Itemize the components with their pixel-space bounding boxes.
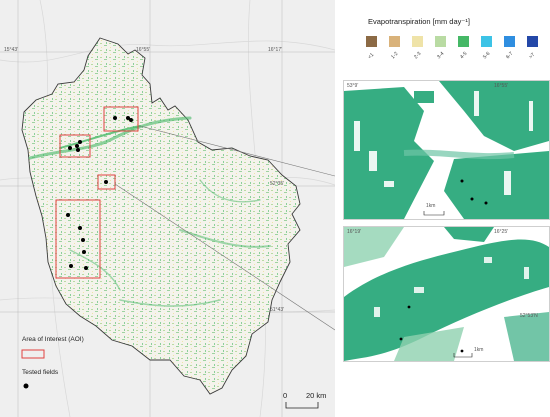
legend-swatch-label: 6-7 — [505, 50, 515, 61]
legend-swatch — [389, 36, 400, 47]
legend-swatch-label: <1 — [367, 51, 376, 61]
coord-label: 51°43' — [270, 307, 285, 313]
aoi-legend-label: Area of Interest (AOI) — [22, 336, 84, 343]
coord-label: 16°19' — [347, 229, 362, 235]
inset-scale-label: 1km — [426, 203, 436, 209]
legend-swatch-label: 2-3 — [413, 50, 423, 61]
tested-field-points — [66, 116, 133, 270]
tested-field-points — [460, 179, 488, 205]
vegetation-patches — [344, 227, 549, 361]
coord-label: 16°17' — [268, 47, 283, 53]
scale-bar — [453, 353, 473, 358]
tested-field-points — [399, 305, 464, 353]
scale-bar — [285, 402, 319, 409]
inset-map-top[interactable]: 53°9' 16°55' 1km — [343, 80, 550, 220]
legend-swatch-label: >7 — [528, 51, 537, 61]
field-gaps — [354, 91, 533, 195]
coord-label: 52°35' — [270, 181, 285, 187]
legend-swatch — [527, 36, 538, 47]
tested-fields-legend-symbol — [23, 383, 29, 389]
coord-label: 16°55' — [136, 47, 151, 53]
light-patches — [344, 227, 464, 361]
map-canvas — [0, 0, 335, 417]
legend-swatch — [366, 36, 377, 47]
coord-label: 53°9' — [347, 83, 359, 89]
coord-label: 52°53'N — [520, 313, 538, 319]
inset-connectors — [114, 125, 335, 331]
legend-swatch-label: 3-4 — [436, 50, 446, 61]
legend-title: Evapotranspiration [mm day⁻¹] — [368, 17, 470, 26]
scale-start-label: 0 — [283, 391, 288, 400]
inset-top-canvas — [344, 81, 549, 219]
coord-label: 16°25' — [494, 229, 509, 235]
coord-label: 15°43' — [4, 47, 19, 53]
river-corridor — [403, 149, 515, 160]
legend-swatch-label: 4-5 — [459, 50, 469, 61]
tested-fields-legend-label: Tested fields — [22, 369, 59, 376]
aoi-legend-symbol — [21, 349, 45, 359]
vegetation-patches — [344, 81, 549, 219]
scale-end-label: 20 km — [306, 391, 327, 400]
legend-swatch — [504, 36, 515, 47]
coord-label: 16°55' — [494, 83, 509, 89]
legend-swatch-label: 1-2 — [390, 50, 400, 61]
inset-scale-label: 1km — [474, 347, 484, 353]
inset-map-bottom[interactable]: 16°19' 16°25' 52°53'N 1km — [343, 226, 550, 362]
legend-swatch-label: 5-6 — [482, 50, 492, 61]
legend-swatch — [458, 36, 469, 47]
aoi-rectangles — [55, 106, 139, 279]
legend-swatch — [435, 36, 446, 47]
inset-bottom-canvas — [344, 227, 549, 361]
field-gaps — [374, 257, 529, 317]
main-map[interactable]: 15°43' 16°55' 16°17' 52°35' 51°43' Area … — [0, 0, 335, 417]
legend-swatch — [481, 36, 492, 47]
scale-bar — [423, 211, 445, 216]
legend-swatch — [412, 36, 423, 47]
